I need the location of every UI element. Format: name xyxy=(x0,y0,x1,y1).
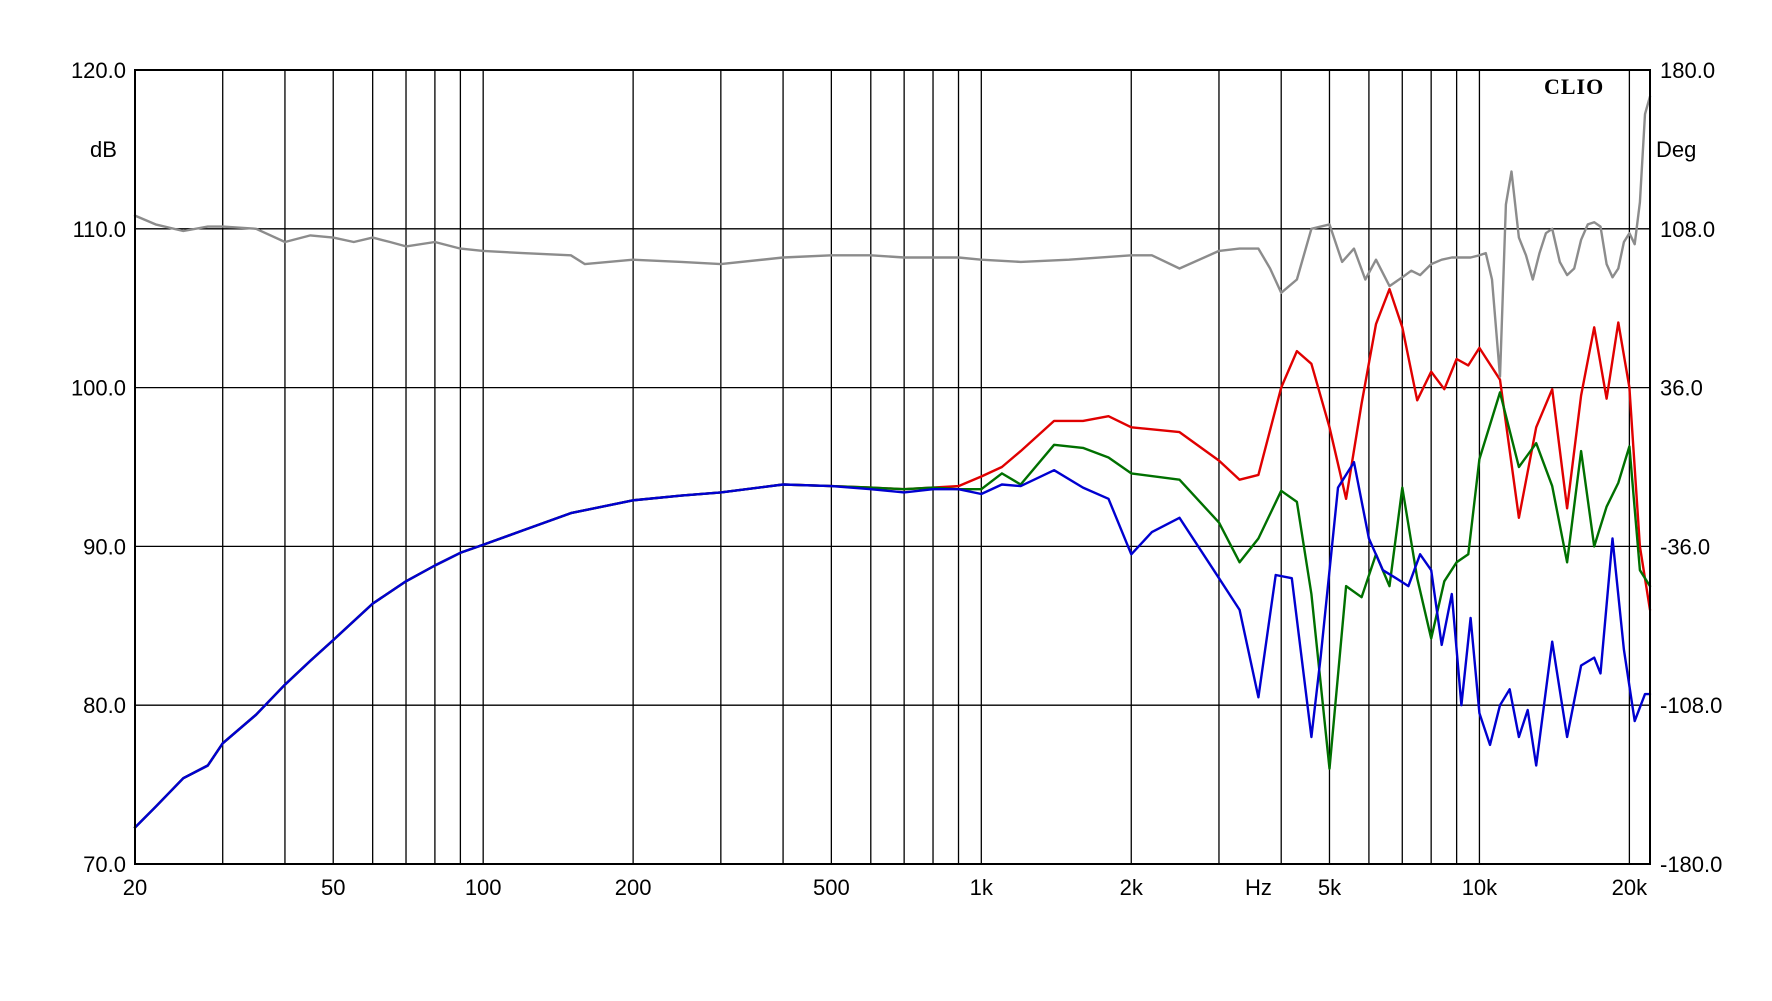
y-right-tick-label: 108.0 xyxy=(1660,217,1715,242)
y-left-axis-label: dB xyxy=(90,137,117,162)
y-left-tick-label: 110.0 xyxy=(73,217,126,242)
x-tick-label: 10k xyxy=(1462,875,1498,900)
y-right-tick-label: -36.0 xyxy=(1660,534,1710,559)
y-right-tick-label: 36.0 xyxy=(1660,376,1703,401)
x-tick-label: 1k xyxy=(970,875,994,900)
series-line xyxy=(133,391,1652,829)
x-tick-label: 20 xyxy=(123,875,147,900)
y-right-tick-label: 180.0 xyxy=(1660,58,1715,83)
y-left-tick-label: 120.0 xyxy=(71,58,126,83)
y-left-tick-label: 70.0 xyxy=(83,852,126,877)
y-right-tick-label: -180.0 xyxy=(1660,852,1722,877)
x-axis-label: Hz xyxy=(1245,875,1272,900)
series-line xyxy=(133,461,1652,829)
plot-grid xyxy=(135,69,1650,865)
x-tick-label: 200 xyxy=(615,875,652,900)
y-left-tick-label: 90.0 xyxy=(83,534,126,559)
axis-labels: 70.0 80.0 90.0 100.0 110.0 120.0 -180.0 -108.0 -… xyxy=(71,58,1722,900)
clio-brand-logo: CLIO xyxy=(1544,74,1604,99)
plot-frame xyxy=(134,69,1651,865)
y-right-tick-label: -108.0 xyxy=(1660,693,1722,718)
x-tick-label: 100 xyxy=(465,875,502,900)
x-tick-label: 50 xyxy=(321,875,345,900)
y-left-tick-label: 100.0 xyxy=(71,376,126,401)
x-tick-label: 2k xyxy=(1120,875,1144,900)
x-tick-label: 500 xyxy=(813,875,850,900)
series-line xyxy=(133,95,1652,378)
plot-series xyxy=(133,95,1652,829)
y-right-axis-label: Deg xyxy=(1656,137,1696,162)
x-tick-label: 20k xyxy=(1612,875,1648,900)
y-left-tick-label: 80.0 xyxy=(83,693,126,718)
x-tick-label: 5k xyxy=(1318,875,1342,900)
